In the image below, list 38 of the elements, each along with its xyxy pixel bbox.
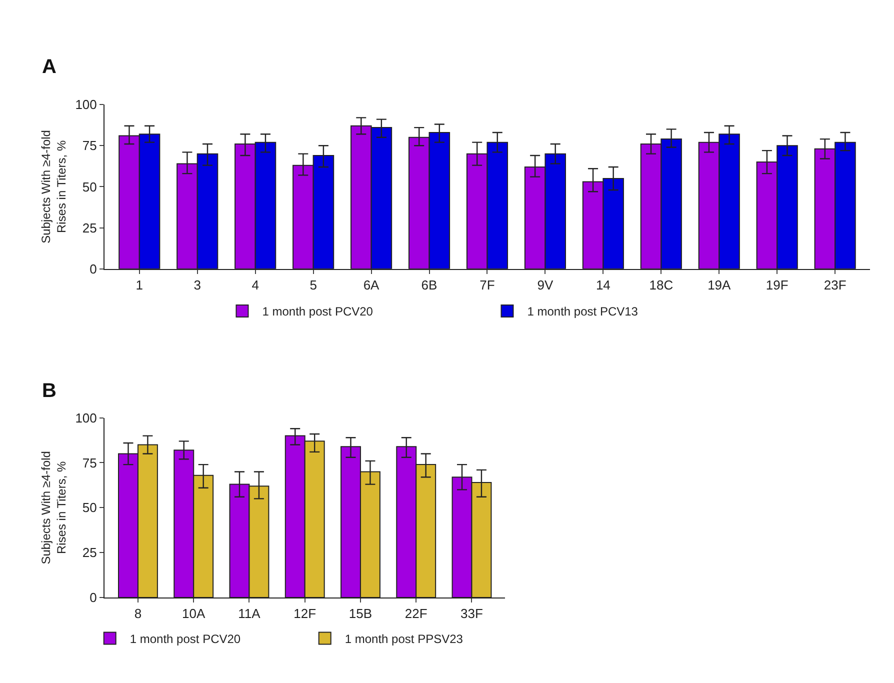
legend-label: 1 month post PPSV23 — [344, 632, 464, 646]
x-tick-label: 8 — [134, 606, 142, 622]
y-tick-label: 50 — [82, 179, 97, 194]
x-tick-label: 3 — [194, 278, 201, 293]
x-tick-label: 4 — [252, 278, 259, 293]
x-tick-label: 1 — [136, 278, 143, 293]
x-tick-label: 23F — [824, 278, 846, 293]
legend-label: 1 month post PCV20 — [262, 304, 374, 319]
x-tick-label: 5 — [310, 278, 317, 293]
x-tick-label: 10A — [182, 606, 206, 622]
x-tick-label: 6A — [363, 278, 380, 293]
x-tick-label: 19A — [708, 278, 732, 293]
x-tick-label: 9V — [537, 278, 554, 293]
x-tick-label: 14 — [596, 278, 610, 293]
legend-label: 1 month post PCV13 — [527, 304, 638, 319]
y-tick-label: 25 — [82, 220, 97, 236]
y-tick-label: 100 — [75, 97, 97, 112]
y-tick-label: 0 — [90, 261, 97, 276]
x-tick-label: 22F — [404, 606, 428, 622]
y-tick-label: 75 — [82, 455, 97, 470]
y-axis-title: Subjects With ≥4-fold Rises in Titers, % — [38, 451, 68, 564]
chart-title: A — [42, 56, 56, 78]
y-tick-label: 0 — [90, 590, 97, 606]
chart-title: B — [42, 380, 56, 402]
y-axis-title: Subjects With ≥4-fold Rises in Titers, % — [38, 130, 68, 244]
y-tick-label: 25 — [82, 545, 97, 560]
x-tick-label: 7F — [480, 278, 495, 293]
x-tick-label: 15B — [348, 606, 372, 622]
x-tick-label: 18C — [649, 278, 674, 293]
x-tick-label: 11A — [238, 606, 261, 622]
x-tick-label: 6B — [421, 278, 438, 293]
y-tick-label: 75 — [82, 138, 97, 154]
legend-label: 1 month post PCV20 — [130, 632, 241, 646]
y-tick-label: 50 — [82, 500, 97, 516]
x-tick-label: 33F — [460, 606, 483, 622]
y-tick-label: 100 — [75, 410, 97, 426]
x-tick-label: 19F — [766, 278, 788, 293]
x-tick-label: 12F — [294, 606, 316, 622]
